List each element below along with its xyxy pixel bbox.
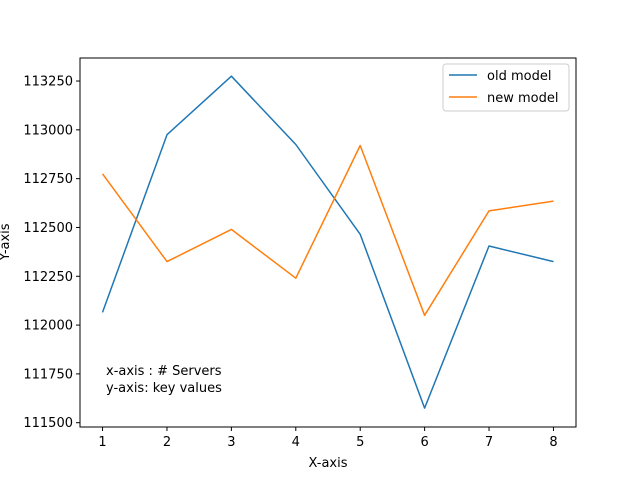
plot-area-frame xyxy=(79,57,577,428)
y-tick-label: 113000 xyxy=(23,123,73,138)
y-tick-label: 112750 xyxy=(23,172,73,187)
x-tick-label: 5 xyxy=(356,435,364,450)
x-tick-label: 2 xyxy=(163,435,171,450)
x-tick-label: 8 xyxy=(549,435,557,450)
series-lines xyxy=(101,75,554,409)
x-tick-label: 7 xyxy=(485,435,493,450)
y-axis-label: Y-axis xyxy=(0,223,13,261)
x-tick-label: 1 xyxy=(98,435,106,450)
legend: old model new model xyxy=(442,63,570,112)
y-tick-label: 111500 xyxy=(23,416,73,431)
y-tick-label: 112000 xyxy=(23,319,73,334)
y-tick-label: 112500 xyxy=(23,221,73,236)
x-axis-label: X-axis xyxy=(309,456,348,471)
y-tick-label: 112250 xyxy=(23,270,73,285)
annotation-y-axis: y-axis: key values xyxy=(106,381,222,396)
x-tick-label: 3 xyxy=(227,435,235,450)
y-tick-label: 113250 xyxy=(23,75,73,90)
annotation-x-axis: x-axis : # Servers xyxy=(106,364,222,379)
x-axis-ticks: 1 2 3 4 5 6 7 8 xyxy=(98,427,558,450)
x-tick-label: 6 xyxy=(420,435,428,450)
y-tick-label: 111750 xyxy=(23,367,73,382)
legend-label-new-model: new model xyxy=(487,91,558,106)
series-line-old-model xyxy=(101,75,554,409)
y-axis-ticks: 111500 111750 112000 112250 112500 112750 1130… xyxy=(23,75,80,431)
series-line-new-model xyxy=(101,144,554,317)
x-tick-label: 4 xyxy=(292,435,300,450)
legend-label-old-model: old model xyxy=(487,69,551,84)
